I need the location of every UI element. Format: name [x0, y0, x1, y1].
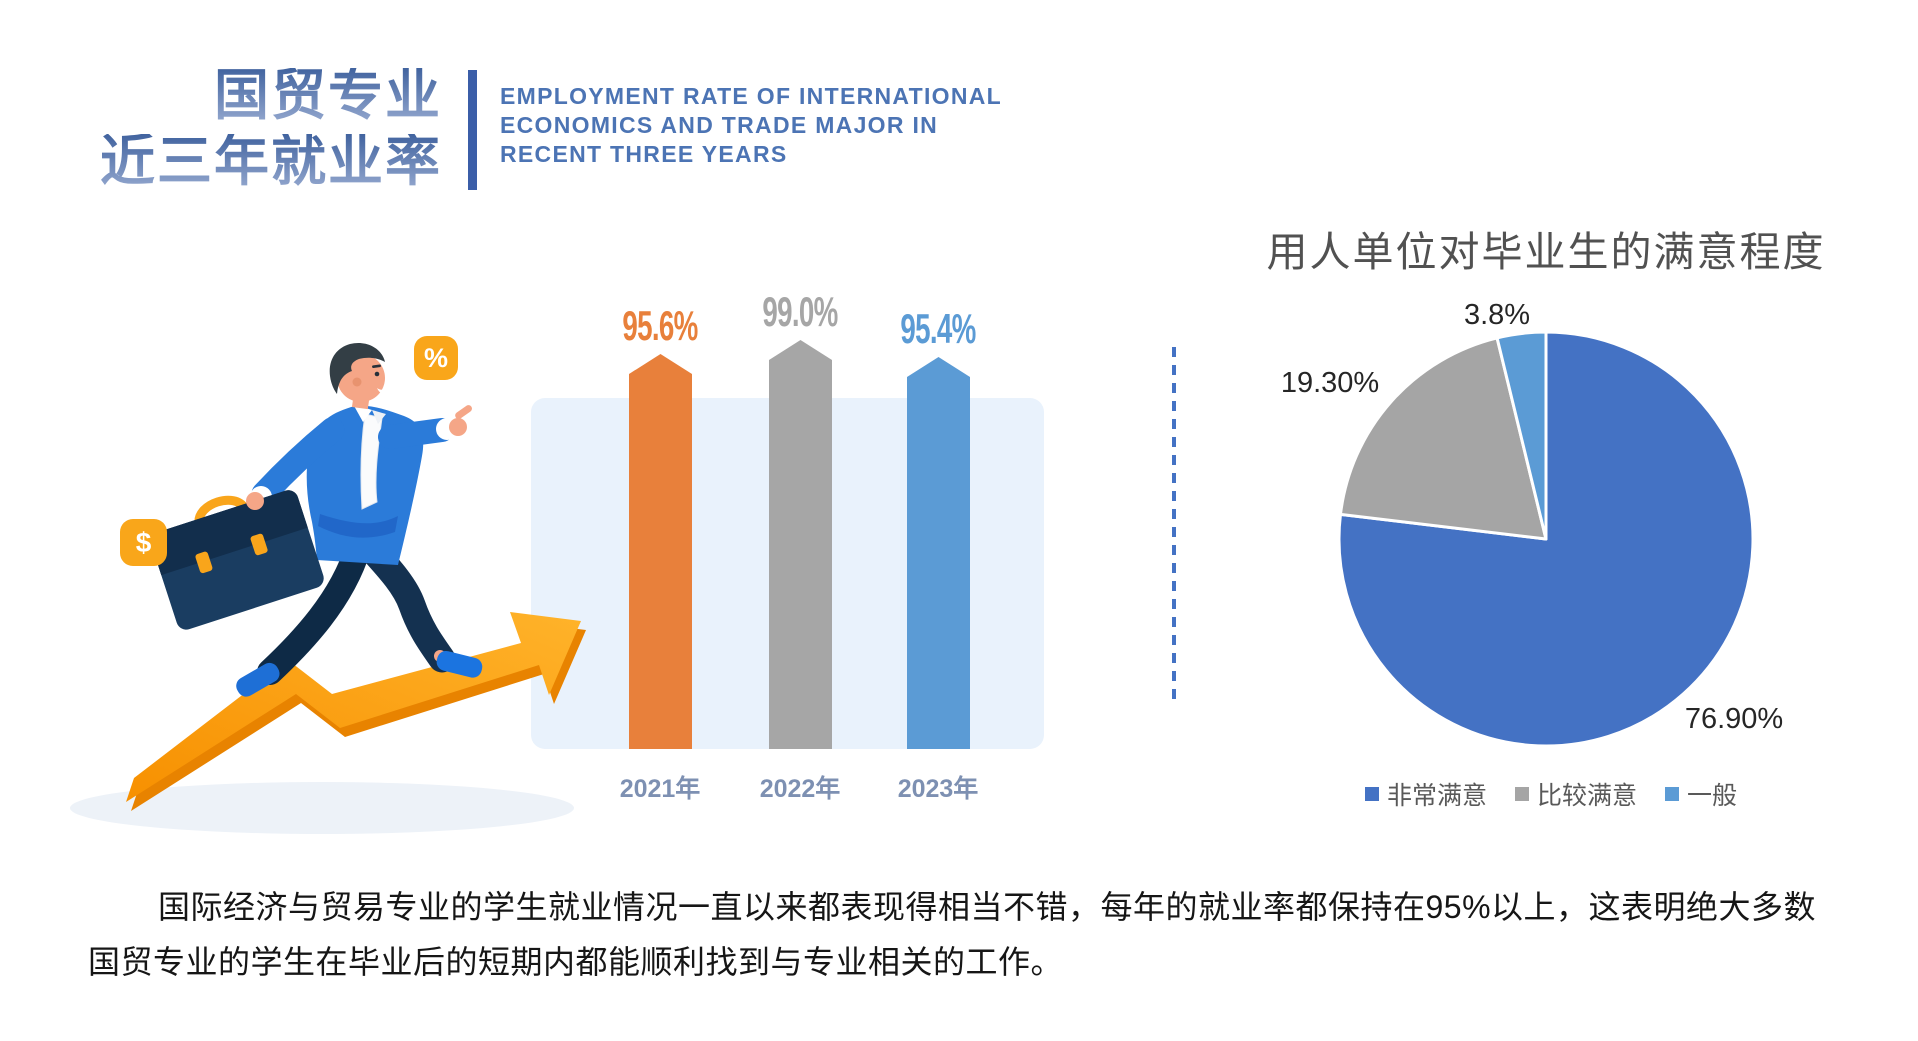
jacket-fold	[318, 514, 398, 538]
pie-legend: 非常满意 比较满意 一般	[1336, 776, 1766, 812]
collar-right	[372, 410, 386, 424]
pie-slice-very-satisfied	[1337, 330, 1755, 748]
pointing-hand	[449, 418, 467, 436]
summary-paragraph-line2: 国贸专业的学生在毕业后的短期内都能顺利找到与专业相关的工作。	[88, 944, 1064, 980]
bar-value-2022: 99.0%	[762, 288, 838, 335]
subtitle-line2: ECONOMICS AND TRADE MAJOR IN	[500, 112, 939, 138]
dashed-vertical-divider	[1172, 347, 1176, 699]
legend-swatch-fairly-satisfied	[1514, 787, 1529, 801]
legend-item-fairly-satisfied: 比较满意	[1514, 776, 1637, 812]
ear	[352, 377, 362, 387]
bar-value-2023: 95.4%	[900, 305, 976, 352]
front-shoe	[436, 650, 483, 678]
gripping-hand	[246, 492, 264, 510]
pie-label-general: 3.8%	[1463, 299, 1531, 331]
smile	[377, 385, 391, 395]
pointing-finger	[455, 405, 472, 419]
pie-slice-fairly-satisfied	[1338, 336, 1548, 541]
briefcase	[150, 490, 324, 630]
pointing-arm	[378, 418, 454, 449]
summary-paragraph-line1: 国际经济与贸易专业的学生就业情况一直以来都表现得相当不错，每年的就业率都保持在9…	[158, 889, 1817, 925]
pie-label-fairly-satisfied: 19.30%	[1280, 367, 1380, 399]
legend-label-fairly-satisfied: 比较满意	[1536, 782, 1637, 810]
briefcase-arm	[251, 417, 345, 507]
eye	[374, 371, 380, 377]
ground-shadow	[70, 782, 574, 834]
bar-value-2021: 95.6%	[622, 302, 698, 349]
briefcase-clasp-left	[195, 551, 213, 574]
pie-slice-general	[1495, 330, 1548, 541]
back-shoe	[236, 662, 280, 697]
businessman-climbing-arrow-illustration	[70, 342, 586, 834]
bar-year-label-2021: 2021年	[619, 775, 701, 803]
briefcase-flap	[150, 490, 308, 576]
bar-2022	[769, 340, 832, 749]
growth-arrow	[126, 612, 581, 802]
page-title-cn-line1: 国贸专业	[85, 68, 442, 123]
briefcase-handle	[194, 495, 250, 528]
back-leg	[257, 535, 371, 685]
pie-chart-title: 用人单位对毕业生的满意程度	[1266, 229, 1826, 275]
bar-year-label-2022: 2022年	[759, 775, 841, 803]
pie-label-very-satisfied: 76.90%	[1684, 703, 1784, 735]
legend-label-very-satisfied: 非常满意	[1386, 782, 1487, 810]
legend-item-very-satisfied: 非常满意	[1364, 776, 1487, 812]
subtitle-line3: RECENT THREE YEARS	[500, 141, 788, 167]
page-subtitle-en: EMPLOYMENT RATE OF INTERNATIONAL ECONOMI…	[500, 82, 1002, 169]
legend-swatch-very-satisfied	[1364, 787, 1379, 801]
legend-swatch-general	[1665, 787, 1679, 801]
bar-2021	[629, 354, 692, 749]
briefcase-clasp-right	[250, 533, 268, 556]
eyebrow	[372, 364, 382, 368]
subtitle-line1: EMPLOYMENT RATE OF INTERNATIONAL	[500, 83, 1003, 109]
satisfaction-pie-chart	[1337, 330, 1755, 748]
legend-item-general: 一般	[1665, 776, 1737, 812]
hair	[329, 342, 385, 394]
page-title-cn-line2: 近三年就业率	[85, 134, 442, 189]
dollar-badge-icon: $	[120, 519, 167, 566]
legend-label-general: 一般	[1687, 782, 1738, 810]
percent-badge-icon: %	[414, 336, 458, 380]
title-divider-bar	[468, 70, 477, 190]
bar-2023	[907, 357, 970, 749]
bar-year-label-2023: 2023年	[897, 775, 979, 803]
